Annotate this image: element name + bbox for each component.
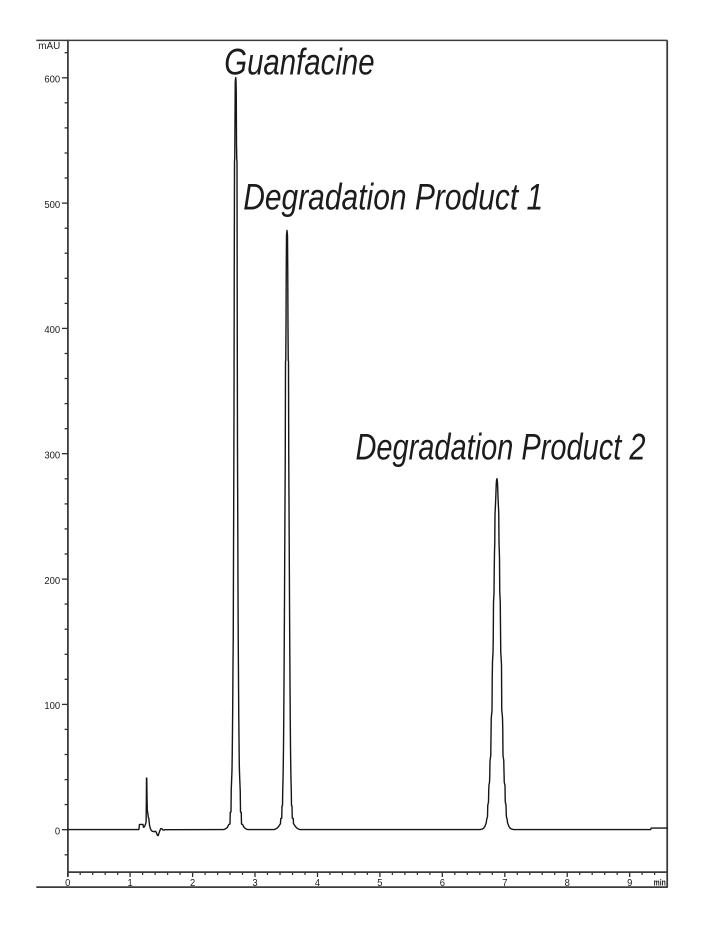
svg-text:600: 600 [44, 74, 60, 85]
svg-text:9: 9 [627, 878, 632, 889]
svg-text:Guanfacine: Guanfacine [224, 42, 374, 83]
svg-text:min: min [654, 878, 666, 888]
svg-text:8: 8 [565, 878, 571, 889]
svg-text:0: 0 [55, 826, 61, 837]
svg-text:Degradation Product 2: Degradation Product 2 [356, 427, 646, 468]
svg-text:Degradation Product 1: Degradation Product 1 [243, 176, 543, 218]
svg-text:0: 0 [65, 878, 71, 889]
svg-text:400: 400 [44, 325, 60, 336]
svg-text:3: 3 [252, 878, 258, 889]
svg-text:5: 5 [377, 878, 383, 889]
svg-text:4: 4 [315, 878, 321, 889]
svg-text:100: 100 [44, 701, 60, 712]
svg-text:1: 1 [127, 878, 132, 889]
svg-text:6: 6 [440, 878, 446, 889]
svg-text:300: 300 [44, 450, 60, 461]
svg-text:2: 2 [190, 878, 195, 889]
svg-text:7: 7 [502, 878, 507, 889]
svg-text:200: 200 [44, 576, 60, 587]
svg-text:500: 500 [44, 200, 60, 211]
svg-text:mAU: mAU [38, 41, 60, 52]
